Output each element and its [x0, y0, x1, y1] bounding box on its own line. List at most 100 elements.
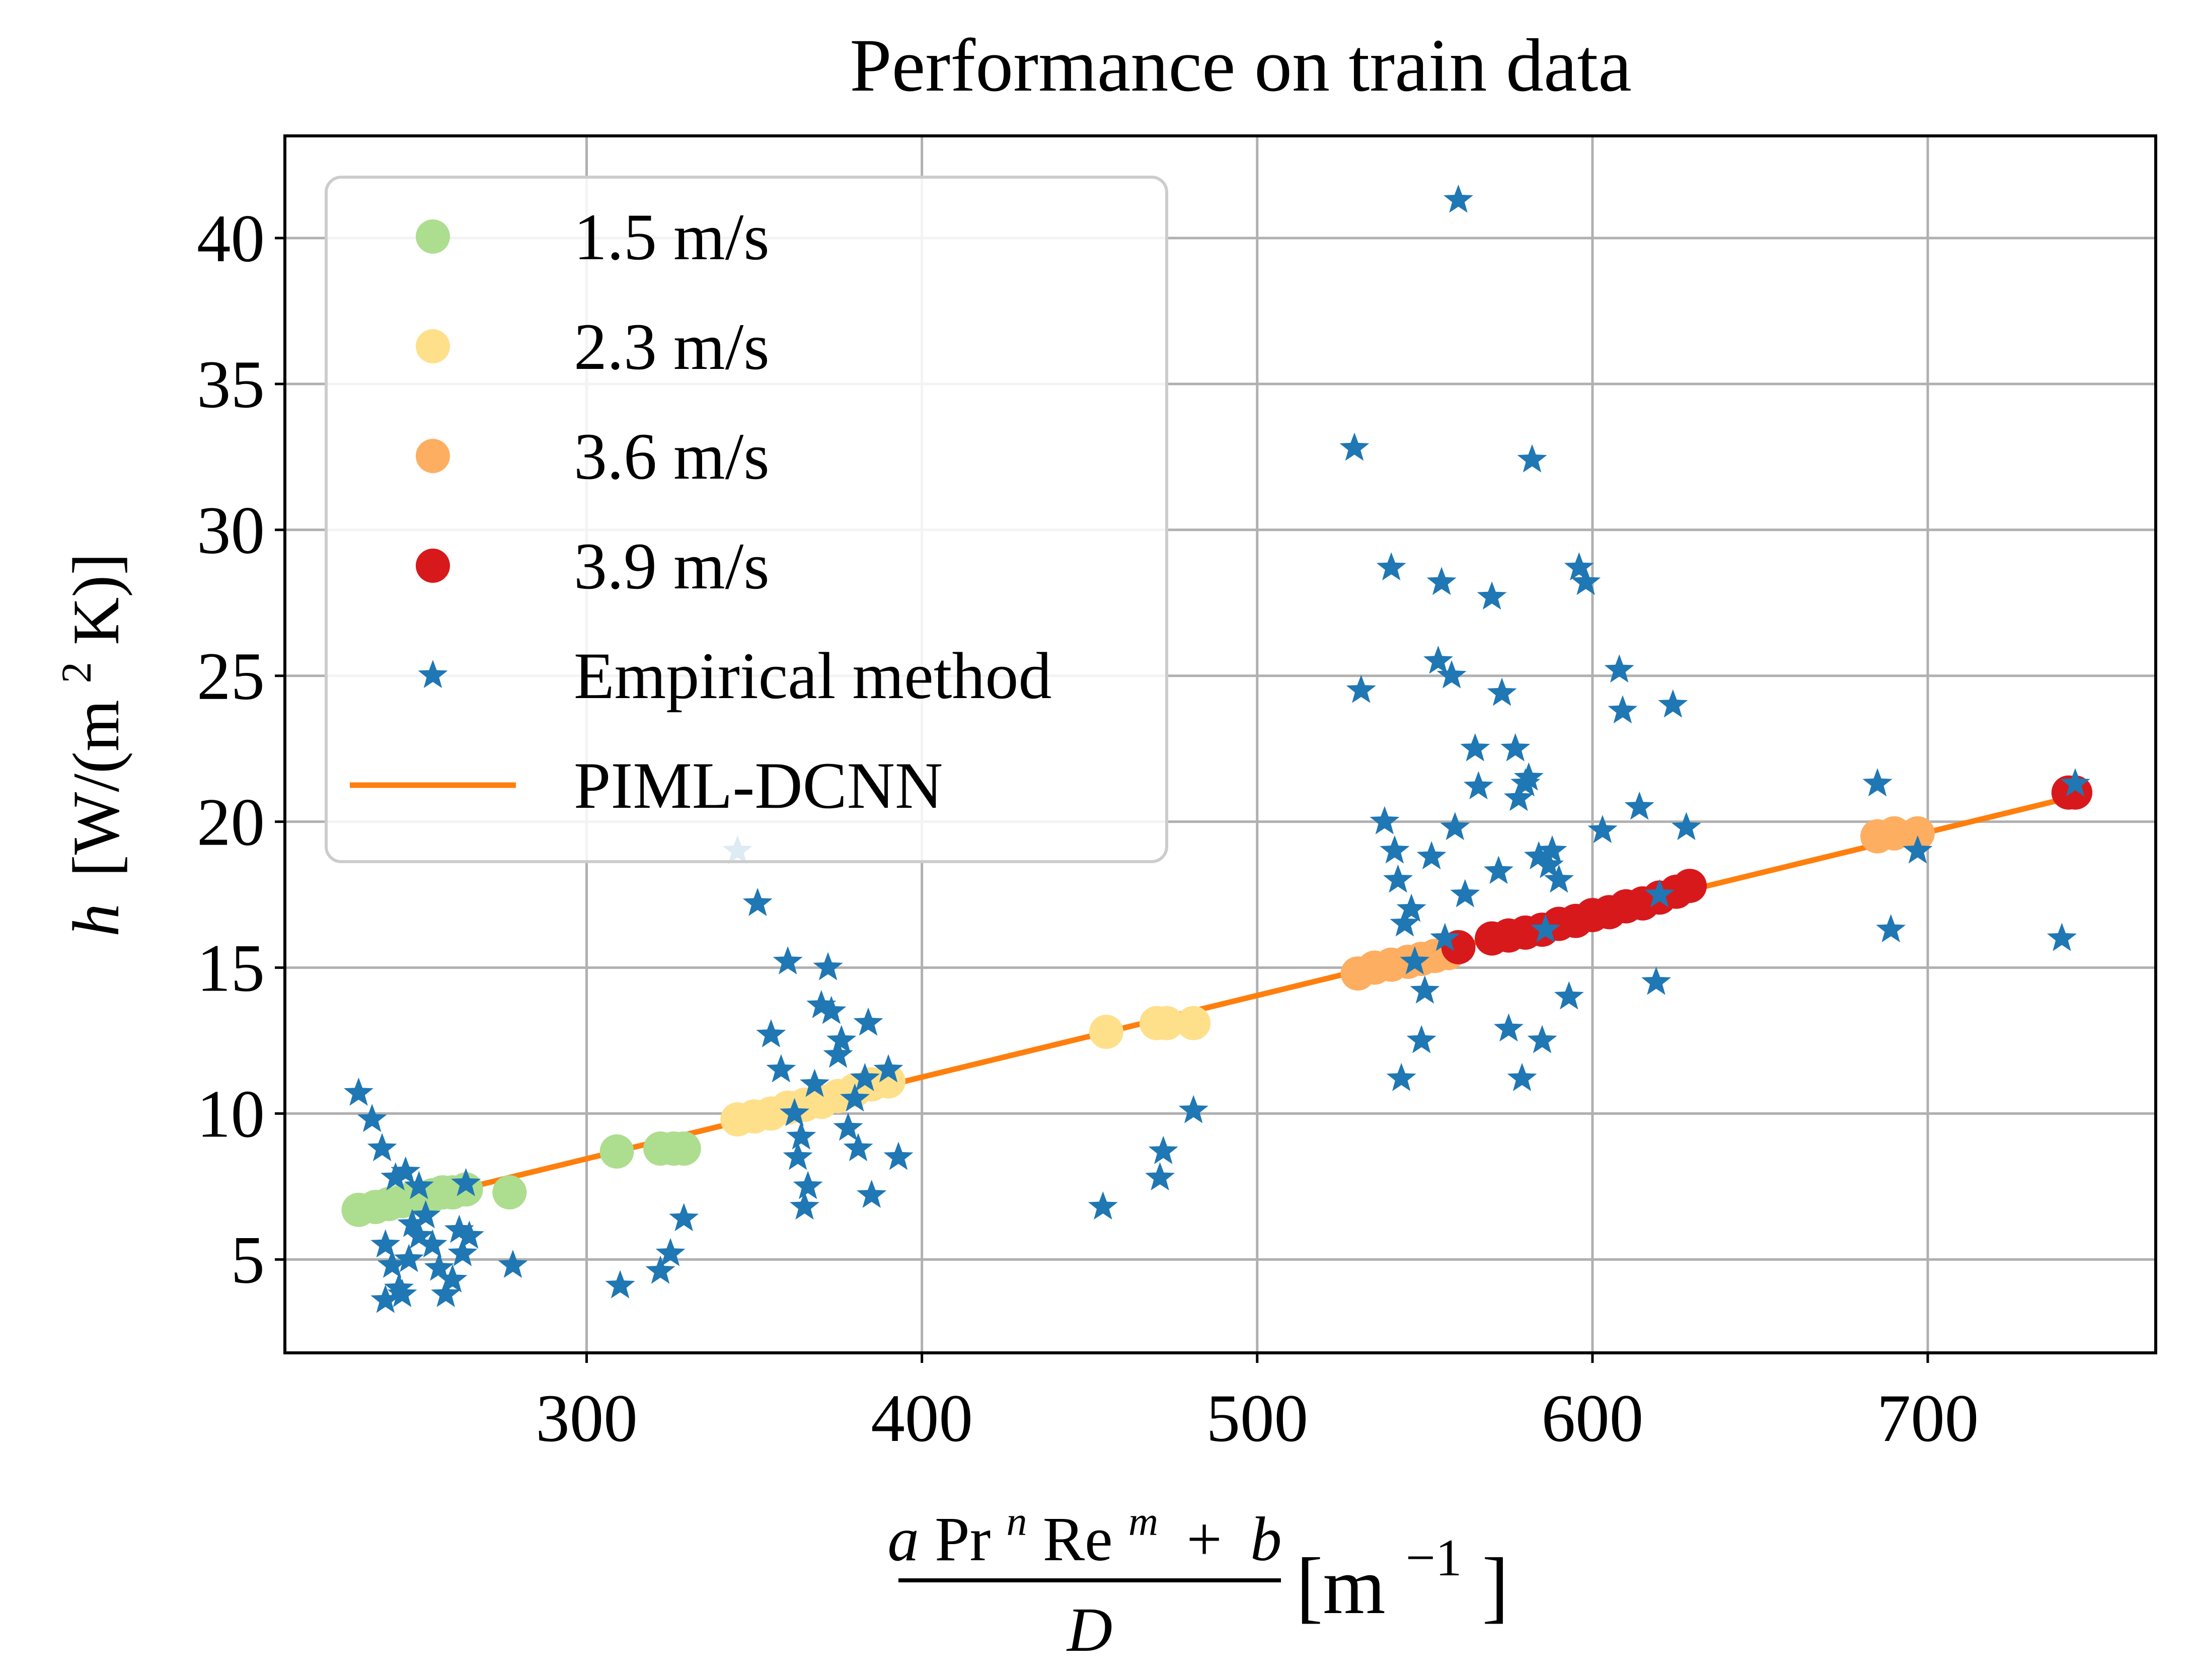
- point-empirical: [357, 1104, 387, 1132]
- point-empirical: [1537, 835, 1567, 864]
- point-empirical: [1483, 856, 1513, 884]
- x-ticks: 300 400 500 600 700: [536, 1353, 1979, 1456]
- point-v39: [1673, 869, 1707, 903]
- point-v15: [666, 1131, 701, 1166]
- point-empirical: [431, 1279, 461, 1308]
- point-empirical: [1460, 733, 1490, 761]
- point-empirical: [1487, 677, 1517, 706]
- point-empirical: [384, 1273, 414, 1302]
- x-tick-label: 700: [1877, 1381, 1979, 1456]
- point-empirical: [1370, 806, 1400, 834]
- axes-frame: [283, 134, 2157, 1354]
- point-empirical: [1178, 1095, 1208, 1123]
- chart-title: Performance on train data: [850, 24, 1631, 107]
- point-empirical: [451, 1168, 481, 1196]
- y-tick-label: 20: [197, 785, 265, 860]
- point-empirical: [1571, 567, 1601, 595]
- point-empirical: [806, 990, 837, 1019]
- point-empirical: [857, 1179, 887, 1208]
- legend-marker-v15: [416, 219, 450, 254]
- y-tick-label: 15: [197, 931, 265, 1006]
- x-axis-label: a Pr n Re m + b D [m −1 ]: [887, 1480, 1509, 1665]
- legend-marker-v39: [416, 549, 450, 583]
- point-v15: [599, 1134, 634, 1169]
- legend-marker-v36: [416, 439, 450, 473]
- point-empirical: [1450, 879, 1480, 907]
- legend-marker-v23: [416, 329, 450, 363]
- point-empirical: [1903, 835, 1933, 864]
- point-empirical: [437, 1264, 468, 1293]
- point-empirical: [404, 1220, 434, 1249]
- x-label-unit-open: [m: [1296, 1541, 1386, 1631]
- point-empirical: [1444, 184, 1473, 213]
- legend-label: 2.3 m/s: [574, 310, 770, 384]
- point-v39: [2058, 775, 2093, 810]
- point-empirical: [826, 1025, 857, 1053]
- point-empirical: [1440, 812, 1470, 841]
- legend-label: Empirical method: [574, 639, 1051, 713]
- x-label-pr: Pr: [935, 1505, 991, 1574]
- point-empirical: [1862, 768, 1892, 797]
- point-v15: [492, 1175, 527, 1210]
- svg-text:h [W/(m 2 K): h [W/(m 2 K)]: [31, 553, 133, 937]
- point-empirical: [1436, 660, 1467, 689]
- point-empirical: [850, 1062, 880, 1091]
- point-empirical: [742, 888, 773, 917]
- point-empirical: [786, 1121, 816, 1150]
- legend-label: PIML-DCNN: [574, 748, 943, 822]
- point-empirical: [816, 996, 847, 1024]
- point-empirical: [454, 1220, 484, 1249]
- point-empirical: [840, 1083, 870, 1112]
- point-empirical: [1524, 841, 1554, 870]
- legend-label: 3.6 m/s: [574, 419, 770, 493]
- point-empirical: [1644, 879, 1675, 907]
- point-empirical: [1406, 1025, 1436, 1053]
- point-empirical: [1380, 835, 1410, 864]
- x-label-m: m: [1128, 1498, 1158, 1544]
- x-tick-label: 600: [1542, 1381, 1644, 1456]
- marker-series: [341, 184, 2093, 1313]
- point-empirical: [1534, 850, 1564, 878]
- point-empirical: [1430, 923, 1460, 951]
- point-empirical: [813, 952, 843, 980]
- point-empirical: [1531, 914, 1561, 943]
- y-tick-label: 30: [197, 493, 265, 568]
- point-empirical: [853, 1007, 883, 1036]
- point-empirical: [387, 1279, 417, 1308]
- point-empirical: [1587, 815, 1618, 844]
- x-label-unit-close: ]: [1482, 1541, 1508, 1631]
- point-empirical: [1641, 966, 1671, 995]
- point-empirical: [1145, 1162, 1175, 1191]
- point-empirical: [417, 1229, 447, 1258]
- point-empirical: [780, 1098, 809, 1126]
- point-empirical: [1564, 552, 1594, 581]
- point-empirical: [1477, 581, 1507, 610]
- point-v36: [1877, 816, 1912, 851]
- point-empirical: [444, 1214, 474, 1243]
- legend: 1.5 m/s 2.3 m/s 3.6 m/s 3.9 m/s Empirical me…: [325, 176, 1168, 863]
- point-empirical: [766, 1054, 796, 1083]
- point-empirical: [843, 1133, 873, 1162]
- point-empirical: [370, 1229, 401, 1258]
- point-empirical: [1493, 1013, 1524, 1042]
- x-label-denominator: D: [1066, 1595, 1112, 1665]
- svg-text:[m −1 ]: [m −1 ]: [1296, 1503, 1509, 1631]
- point-empirical: [1604, 654, 1634, 683]
- svg-text:a Pr n Re: a Pr n Re m + b: [887, 1480, 1281, 1574]
- point-empirical: [424, 1252, 454, 1281]
- point-empirical: [391, 1156, 421, 1185]
- point-empirical: [1410, 975, 1440, 1004]
- point-empirical: [1544, 864, 1574, 893]
- point-empirical: [1463, 771, 1493, 800]
- point-v36: [1901, 816, 1935, 851]
- x-tick-label: 400: [871, 1381, 973, 1456]
- x-label-plus: +: [1186, 1505, 1222, 1574]
- point-empirical: [773, 946, 803, 975]
- x-label-a: a: [887, 1505, 919, 1574]
- point-empirical: [1503, 783, 1534, 811]
- point-empirical: [498, 1250, 528, 1278]
- point-empirical: [1876, 914, 1906, 943]
- point-empirical: [655, 1238, 686, 1266]
- point-empirical: [1339, 432, 1370, 461]
